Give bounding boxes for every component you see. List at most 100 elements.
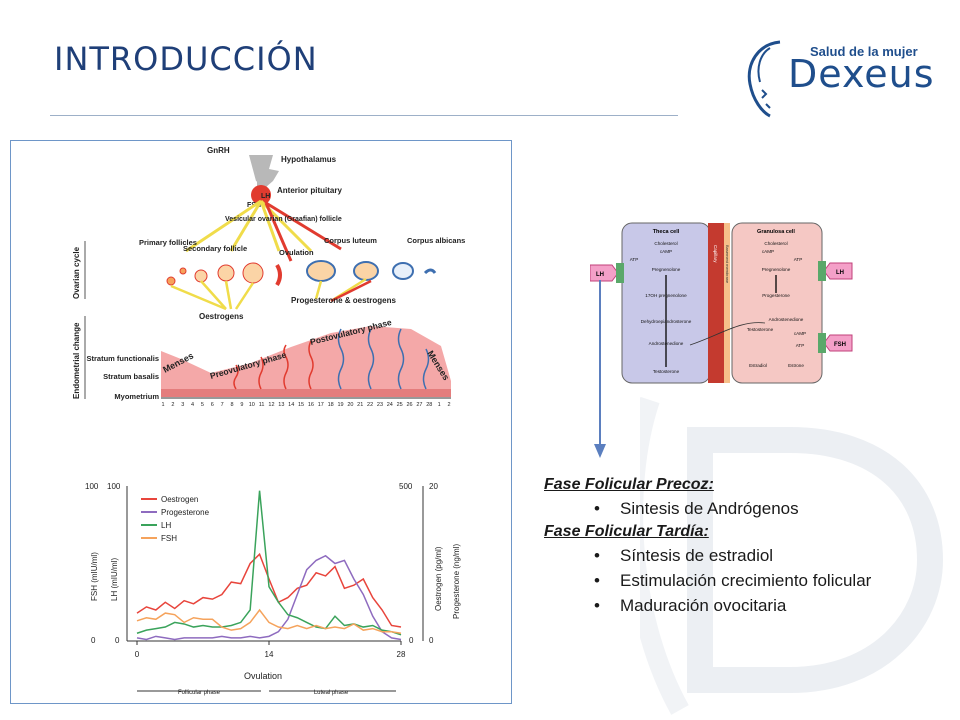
day-tick: 1: [438, 402, 441, 408]
day-tick: 7: [221, 402, 224, 408]
endometrial-change-label: Endometrial change: [72, 322, 81, 399]
fsh-arrow-label: FSH: [834, 342, 846, 348]
androstenedione-transfer-arrow: [689, 322, 766, 346]
vesicular-follicle-label: Vesicular ovarian (Graafian) follicle: [225, 216, 342, 223]
early-follicular-item-1: Sintesis de Andrógenos: [544, 496, 944, 521]
day-tick: 21: [357, 402, 363, 408]
hypothalamus-shape: [249, 155, 279, 187]
theca-step: Testosterone: [653, 369, 680, 374]
phase-text-block: Fase Folicular Precoz: Sintesis de Andró…: [544, 474, 944, 618]
basement-membrane-label: Basement membrane: [725, 245, 730, 284]
x-tick-label: 28: [397, 650, 406, 659]
progesterone-axis-label: Progesterone (ng/ml): [452, 544, 461, 619]
series-line-lh: [136, 490, 402, 636]
theca-cell-label: Theca cell: [653, 229, 680, 235]
day-tick: 19: [337, 402, 343, 408]
progesterone-oestrogens-label: Progesterone & oestrogens: [291, 296, 396, 305]
day-tick: 15: [298, 402, 304, 408]
day-tick: 25: [397, 402, 403, 408]
lh-receptor-right: [818, 261, 826, 281]
day-tick: 13: [278, 402, 284, 408]
x-tick-label: 0: [135, 650, 140, 659]
day-tick: 9: [240, 402, 243, 408]
progesterone-axis-top-tick: 20: [429, 482, 438, 491]
day-tick: 12: [268, 402, 274, 408]
theca-step: Cholesterol: [654, 241, 677, 246]
granulosa-step: ATP: [794, 257, 803, 262]
day-tick: 20: [347, 402, 353, 408]
day-tick: 17: [318, 402, 324, 408]
ovarian-cycle-label: Ovarian cycle: [72, 246, 81, 299]
progesterone-axis-zero-tick: 0: [429, 636, 434, 645]
granulosa-step: Estrone: [788, 363, 804, 368]
lh-arrow-left: [590, 264, 619, 282]
day-tick: 1: [161, 402, 164, 408]
granulosa-cell: [731, 222, 823, 384]
lh-label: LH: [261, 193, 270, 200]
fsh-axis-top-tick: 100: [85, 482, 99, 491]
granulosa-cell-label: Granulosa cell: [757, 229, 795, 235]
lh-axis-top-tick: 100: [107, 482, 121, 491]
stratum-functionalis-label: Stratum functionalis: [86, 354, 159, 363]
chart-legend: Oestrogen Progesterone LH FSH: [141, 495, 210, 543]
dexeus-logo-icon: [747, 40, 781, 118]
day-tick: 14: [288, 402, 294, 408]
theca-step: Pregnenolone: [652, 267, 681, 272]
logo-name: Dexeus: [788, 52, 935, 96]
endometrium-layer: [161, 326, 451, 397]
corpus-luteum-label: Corpus luteum: [324, 236, 377, 245]
granulosa-steps: CholesterolcAMPATPPregnenoloneProgestero…: [747, 241, 806, 368]
granulosa-step: ATP: [796, 343, 805, 348]
fsh-receptor: [818, 333, 826, 353]
basement-membrane: [724, 223, 730, 383]
hormone-chart: 100 100 0 0 FSH (mIU/ml) LH (mIU/ml) 500…: [85, 482, 461, 696]
day-tick: 24: [387, 402, 393, 408]
lh-receptor-left: [616, 263, 624, 283]
day-tick: 16: [308, 402, 314, 408]
granulosa-step: cAMP: [794, 331, 806, 336]
x-tick-label: 14: [265, 650, 274, 659]
lh-arrow-right-label: LH: [836, 270, 844, 276]
lh-arrow-right: [823, 262, 853, 280]
day-tick: 4: [191, 402, 194, 408]
day-tick: 22: [367, 402, 373, 408]
granulosa-step: Pregnenolone: [762, 267, 791, 272]
gnrh-label: GnRH: [207, 146, 230, 155]
granulosa-step: Estradiol: [749, 363, 767, 368]
glands: [337, 328, 430, 390]
fsh-axis-label: FSH (mIU/ml): [90, 552, 99, 601]
fsh-rays: [185, 199, 313, 253]
granulosa-step: Cholesterol: [764, 241, 787, 246]
hypothalamus-label: Hypothalamus: [281, 155, 337, 164]
late-follicular-item-2: Estimulación crecimiento folicular: [544, 568, 944, 593]
day-tick: 8: [231, 402, 234, 408]
x-tick-labels: 0 14 28: [135, 641, 406, 659]
fsh-axis-zero-tick: 0: [91, 636, 96, 645]
oestrogen-axis-zero-tick: 0: [409, 636, 414, 645]
legend-label: LH: [161, 521, 171, 530]
lh-rays: [264, 201, 342, 262]
fsh-arrow: [823, 334, 853, 352]
follicular-phase-label: Follicular phase: [178, 690, 221, 696]
day-tick: 23: [377, 402, 383, 408]
day-tick: 3: [181, 402, 184, 408]
secondary-follicle-label: Secondary follicle: [183, 244, 247, 253]
lh-axis-label: LH (mIU/ml): [110, 558, 119, 601]
menstrual-cycle-figure: GnRH Hypothalamus Anterior pituitary LH …: [10, 140, 512, 704]
capillary-label: Capillary: [713, 245, 718, 263]
oestrogen-axis-top-tick: 500: [399, 482, 413, 491]
day-tick: 10: [249, 402, 255, 408]
series-lines: [136, 490, 402, 641]
granulosa-step: Progesterone: [762, 293, 790, 298]
progesterone-ray: [330, 279, 372, 303]
title-divider: [50, 115, 678, 116]
stratum-basalis-label: Stratum basalis: [103, 372, 159, 381]
day-tick: 2: [171, 402, 174, 408]
day-tick: 27: [416, 402, 422, 408]
granulosa-step: Androstenedione: [769, 317, 804, 322]
follicle-sequence: [166, 260, 437, 287]
corpus-albicans-label: Corpus albicans: [407, 236, 465, 245]
day-tick: 18: [328, 402, 334, 408]
two-cell-diagram: Theca cell Granulosa cell Capillary Base…: [590, 222, 853, 384]
